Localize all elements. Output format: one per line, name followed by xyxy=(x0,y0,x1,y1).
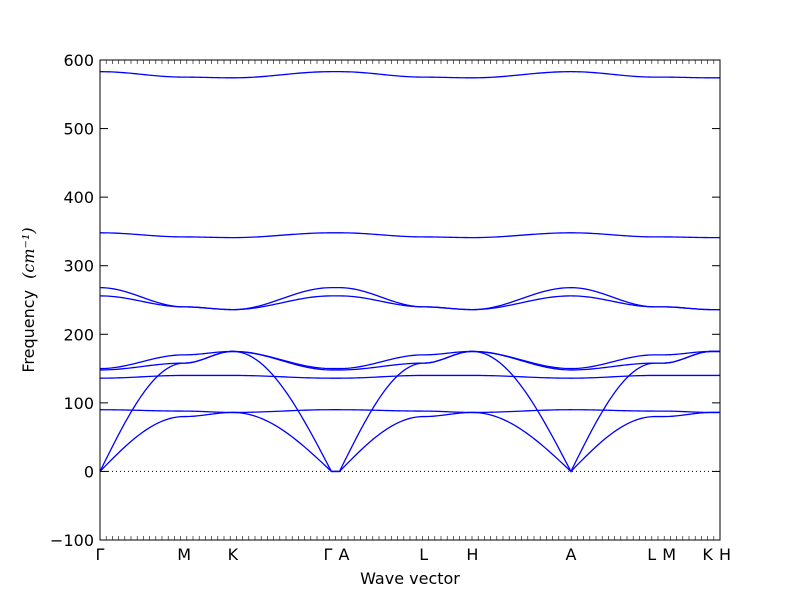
y-tick-label: 0 xyxy=(84,462,94,481)
y-axis-label-text: Frequency xyxy=(19,290,38,373)
y-axis-ticks: −100 0 100 200 300 400 500 600 xyxy=(50,51,720,550)
x-tick-label-M: M xyxy=(177,545,191,564)
y-tick-label: 300 xyxy=(63,257,94,276)
band-line-9 xyxy=(99,232,720,239)
band-line-8 xyxy=(99,287,720,311)
x-axis-label: Wave vector xyxy=(360,569,460,588)
x-tick-label-H: H xyxy=(719,545,731,564)
x-tick-label-L: L xyxy=(647,545,656,564)
band-line-4 xyxy=(99,374,720,379)
y-tick-label: 100 xyxy=(63,394,94,413)
x-tick-label-L: L xyxy=(419,545,428,564)
x-tick-label-A: A xyxy=(339,545,350,564)
x-tick-label-K: K xyxy=(228,545,239,564)
band-lines xyxy=(99,71,720,473)
x-tick-label-H: H xyxy=(466,545,478,564)
x-tick-label-A: A xyxy=(565,545,576,564)
x-tick-label-Γ: Γ xyxy=(96,545,105,564)
y-tick-label: 600 xyxy=(63,51,94,70)
x-tick-label-Γ: Γ xyxy=(323,545,332,564)
x-tick-label-K: K xyxy=(702,545,713,564)
y-tick-label: 500 xyxy=(63,120,94,139)
y-tick-label: 400 xyxy=(63,188,94,207)
y-tick-label: −100 xyxy=(50,531,94,550)
band-line-3 xyxy=(99,409,720,414)
y-tick-label: 200 xyxy=(63,325,94,344)
x-tick-label-M: M xyxy=(662,545,676,564)
y-axis-label: Frequency (cm⁻¹) xyxy=(19,227,38,372)
band-line-6 xyxy=(99,350,720,370)
band-line-10 xyxy=(99,71,720,79)
y-axis-label-unit: (cm⁻¹) xyxy=(19,227,38,278)
plot-area xyxy=(99,71,720,473)
